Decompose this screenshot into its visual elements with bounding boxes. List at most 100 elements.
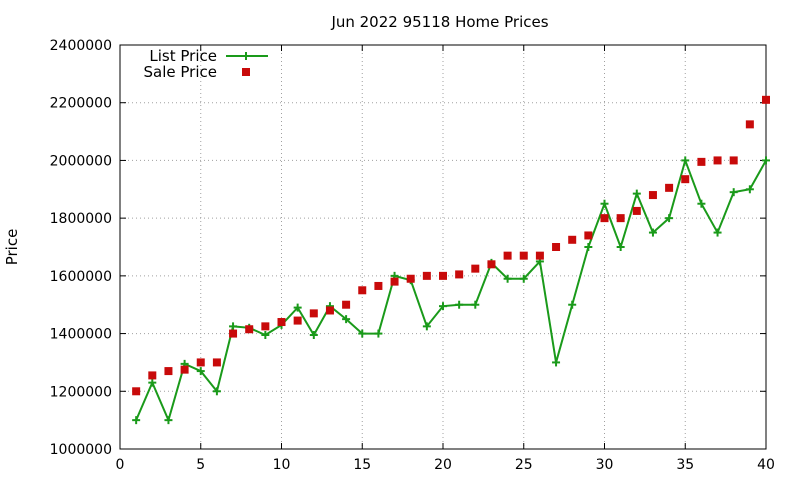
data-point [648, 228, 657, 237]
y-tick-label: 2400000 [50, 38, 112, 54]
data-point [584, 231, 593, 240]
data-point [245, 325, 254, 334]
data-point [439, 302, 447, 311]
data-point [212, 387, 221, 396]
legend-marker [242, 52, 250, 60]
data-point [568, 235, 577, 244]
data-point [374, 329, 383, 338]
y-axis-label: Price [3, 229, 21, 266]
x-tick-label: 20 [434, 457, 452, 473]
y-tick-label: 1800000 [50, 211, 112, 227]
y-tick-label: 2200000 [50, 96, 112, 112]
data-point [552, 243, 561, 251]
chart-title: Jun 2022 95118 Home Prices [330, 13, 548, 31]
x-tick-label: 30 [596, 457, 614, 473]
data-point [325, 306, 334, 315]
data-point [745, 120, 754, 129]
legend-marker [242, 68, 250, 76]
data-point [600, 214, 609, 223]
data-point [471, 300, 480, 309]
y-tick-label: 1000000 [50, 442, 112, 458]
data-point [648, 191, 657, 200]
data-point [713, 156, 722, 165]
data-point [212, 358, 221, 367]
data-point [164, 416, 173, 425]
data-point [229, 322, 238, 331]
series-list-price [132, 156, 770, 425]
data-point [762, 156, 770, 165]
data-point [552, 358, 561, 367]
data-point [681, 175, 690, 184]
data-point [729, 156, 738, 165]
data-point [729, 188, 738, 197]
data-point [616, 214, 625, 223]
data-point [762, 95, 770, 104]
data-point [455, 300, 464, 309]
data-point [665, 183, 674, 192]
series-line [135, 157, 767, 424]
data-point [600, 199, 609, 208]
data-point [406, 274, 415, 283]
data-point [632, 206, 641, 215]
axis-ticks: 0 5 10 15 20 25 30 35 40 1000000 1200000 1400000 160… [50, 38, 775, 473]
data-point [196, 367, 205, 376]
data-point [229, 329, 238, 338]
data-point [358, 286, 367, 295]
data-point [342, 315, 351, 324]
data-point [132, 387, 141, 396]
legend-label: Sale Price [144, 63, 217, 81]
x-tick-label: 15 [353, 457, 371, 473]
data-point [519, 274, 528, 283]
legend-label: List Price [149, 47, 217, 65]
data-point [503, 274, 512, 283]
data-point [261, 322, 270, 331]
data-point [568, 300, 577, 309]
data-point [745, 185, 754, 194]
data-point [632, 189, 641, 198]
data-point [261, 331, 270, 340]
data-point [422, 322, 431, 331]
data-point [697, 199, 706, 208]
x-tick-label: 35 [676, 457, 694, 473]
x-tick-label: 5 [196, 457, 205, 473]
data-point [665, 214, 674, 223]
data-point [422, 271, 431, 280]
data-point [309, 309, 318, 318]
data-point [519, 251, 528, 260]
data-point [681, 156, 690, 165]
data-point [471, 264, 480, 273]
y-tick-label: 2000000 [50, 153, 112, 169]
data-point [374, 281, 383, 290]
data-point [697, 157, 706, 166]
data-point [455, 270, 464, 279]
data-point [293, 316, 302, 325]
data-point [148, 371, 157, 380]
data-point [309, 331, 318, 340]
data-point [277, 318, 286, 327]
y-tick-label: 1600000 [50, 269, 112, 285]
data-point [293, 303, 302, 312]
grid-lines [120, 45, 766, 449]
data-point [616, 243, 625, 251]
x-tick-label: 25 [515, 457, 533, 473]
data-point [180, 365, 189, 374]
data-point [713, 228, 722, 237]
data-point [503, 251, 512, 260]
y-tick-label: 1400000 [50, 327, 112, 343]
x-tick-label: 40 [757, 457, 775, 473]
data-point [390, 277, 399, 286]
y-tick-label: 1200000 [50, 384, 112, 400]
data-series [132, 95, 770, 425]
data-point [132, 416, 141, 425]
x-tick-label: 0 [116, 457, 125, 473]
data-point [584, 243, 593, 251]
data-point [358, 329, 367, 338]
data-point [148, 378, 157, 387]
series-sale-price [132, 95, 770, 396]
data-point [342, 300, 351, 309]
data-point [439, 271, 447, 280]
data-point [535, 251, 544, 260]
data-point [196, 358, 205, 367]
data-point [164, 367, 173, 376]
